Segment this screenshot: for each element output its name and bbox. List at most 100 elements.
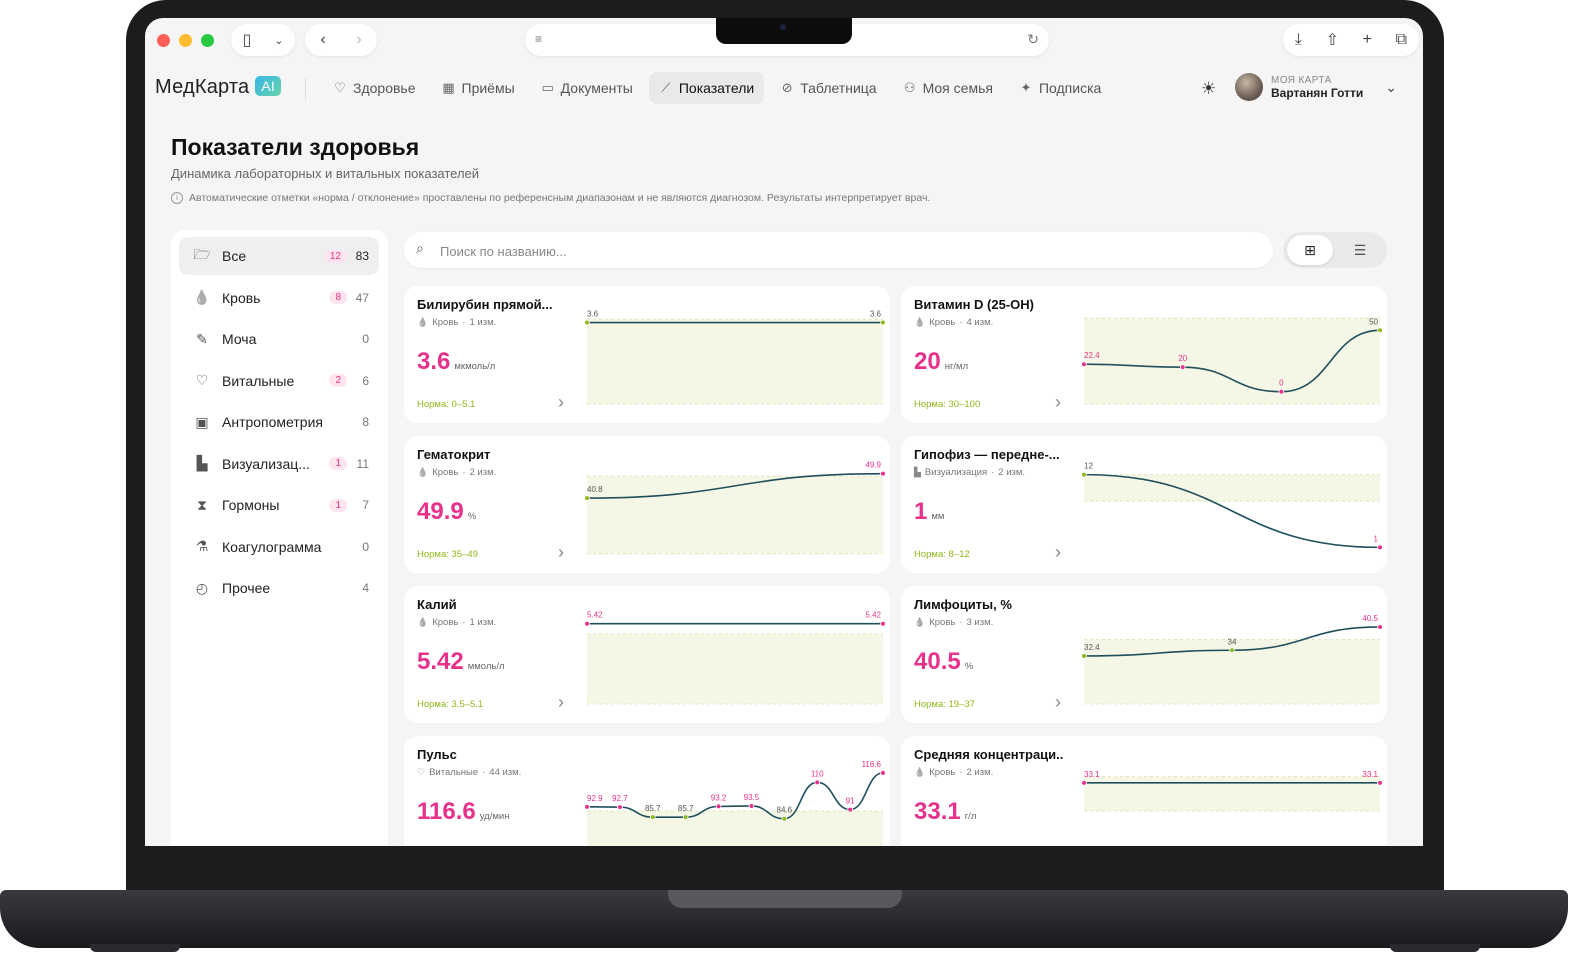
data-point[interactable] <box>584 495 590 501</box>
sidebar-item[interactable]: ♡ Витальные 2 6 <box>179 362 379 400</box>
chevron-down-icon: ⌄ <box>1385 78 1397 95</box>
category-sidebar: 🗁 Все 12 83 💧 Кровь 8 47 ✎ Моча 0 ♡ Витальные 2 6 ▣ Антр… <box>171 230 388 846</box>
data-point[interactable] <box>1081 471 1087 478</box>
forward-icon[interactable]: › <box>356 31 362 48</box>
sidebar-item[interactable]: 💧 Кровь 8 47 <box>179 279 379 317</box>
data-point[interactable] <box>584 804 590 810</box>
reload-icon[interactable]: ↻ <box>1027 31 1039 47</box>
nav-item-2[interactable]: ▭ Документы <box>531 72 643 104</box>
data-point[interactable] <box>748 803 755 809</box>
data-point[interactable] <box>617 804 623 810</box>
metric-card[interactable]: Лимфоциты, % 💧 Кровь · 3 изм. 40.5% Норма: 19–… <box>901 586 1387 723</box>
metric-card[interactable]: Билирубин прямой... 💧 Кровь · 1 изм. 3.6 мкмол… <box>404 286 890 423</box>
chevron-right-icon[interactable]: › <box>558 542 564 562</box>
brand-logo[interactable]: МедКарта AI <box>155 76 281 99</box>
data-point[interactable] <box>584 319 590 326</box>
data-point[interactable] <box>715 803 722 810</box>
series-line <box>1083 329 1381 393</box>
data-point[interactable] <box>847 806 853 813</box>
back-icon[interactable]: ‹ <box>320 31 326 48</box>
nav-item-label: Здоровье <box>353 80 416 96</box>
data-point[interactable] <box>1229 647 1235 654</box>
data-point[interactable] <box>781 815 788 822</box>
data-point[interactable] <box>1377 624 1383 630</box>
data-point[interactable] <box>1377 544 1383 551</box>
sun-icon[interactable]: ☀ <box>1201 79 1217 98</box>
chevron-right-icon[interactable]: › <box>558 692 564 712</box>
data-point[interactable] <box>1377 327 1383 334</box>
laptop-base-notch <box>668 890 902 908</box>
data-point[interactable] <box>1081 780 1087 786</box>
sidebar-icon: ▯ <box>242 32 252 49</box>
sidebar-item[interactable]: ▙ Визуализац... 1 11 <box>179 445 379 483</box>
search-input[interactable] <box>438 239 1242 263</box>
meta-separator: · <box>482 767 486 778</box>
share-icon[interactable]: ⇧ <box>1325 32 1339 49</box>
nav-item-label: Подписка <box>1038 80 1102 96</box>
metric-value: 5.42 <box>417 648 464 675</box>
nav-item-label: Таблетница <box>800 80 877 96</box>
nav-item-1[interactable]: ▦ Приёмы <box>432 72 525 104</box>
metric-norm: Норма: 30–100 <box>914 399 981 410</box>
data-point[interactable] <box>880 620 886 627</box>
nav-item-3[interactable]: ⟋ Показатели <box>648 72 765 104</box>
sidebar-item[interactable]: ▣ Антропометрия 8 <box>179 403 379 441</box>
data-point[interactable] <box>682 814 689 820</box>
metric-value-row: 20 нг/мл <box>914 348 968 376</box>
download-icon[interactable]: ⤓ <box>1294 31 1302 48</box>
data-point[interactable] <box>814 779 821 786</box>
nav-item-0[interactable]: ♡ Здоровье <box>323 72 426 104</box>
metric-sparkline: 3.6 3.6 <box>584 310 886 405</box>
sidebar-item[interactable]: ⚗ Коагулограмма 0 <box>179 528 379 566</box>
new-tab-icon[interactable]: + <box>1362 31 1372 48</box>
page-menu-icon[interactable]: ≡ <box>535 32 543 46</box>
metric-card[interactable]: Витамин D (25-OH) 💧 Кровь · 4 изм. 20 нг/мл Нор… <box>901 286 1387 423</box>
metric-card[interactable]: Гипофиз — передне-... ▙ Визуализация · 2 изм… <box>901 436 1387 573</box>
list-view-button[interactable]: ☰ <box>1337 235 1383 265</box>
sidebar-item[interactable]: ◴ Прочее 4 <box>179 569 379 607</box>
data-point[interactable] <box>584 620 590 627</box>
meta-separator: · <box>462 617 466 628</box>
chevron-right-icon[interactable]: › <box>558 842 564 846</box>
grid-view-button[interactable]: ⊞ <box>1287 235 1333 265</box>
sidebar-item-label: Гормоны <box>222 497 280 513</box>
nav-item-4[interactable]: ⊘ Таблетница <box>770 72 886 104</box>
close-window-button[interactable] <box>157 34 170 47</box>
chevron-right-icon[interactable]: › <box>1055 692 1061 712</box>
zoom-window-button[interactable] <box>201 34 214 47</box>
metric-card[interactable]: Пульс♡Витальные·44 изм.116.6уд/мин›92.99… <box>404 736 890 846</box>
chevron-right-icon[interactable]: › <box>1055 542 1061 562</box>
data-point[interactable] <box>880 470 886 477</box>
chevron-right-icon[interactable]: › <box>1055 842 1061 846</box>
metric-measurements: 2 изм. <box>469 467 497 478</box>
sidebar-item[interactable]: ⧗ Гормоны 1 7 <box>179 486 379 524</box>
chevron-right-icon[interactable]: › <box>1055 392 1061 412</box>
metric-card[interactable]: Гематокрит 💧 Кровь · 2 изм. 49.9% Норма: 35–49… <box>404 436 890 573</box>
search-bar[interactable]: ⌕ <box>404 232 1273 268</box>
data-point[interactable] <box>649 814 656 820</box>
nav-item-5[interactable]: ⚇ Моя семья <box>893 72 1003 104</box>
sidebar-item[interactable]: ✎ Моча 0 <box>179 320 379 358</box>
nav-item-6[interactable]: ✦ Подписка <box>1009 72 1111 104</box>
sidebar-toggle-button[interactable]: ▯ ⌄ <box>231 24 295 56</box>
chevron-right-icon[interactable]: › <box>558 392 564 412</box>
data-point[interactable] <box>880 319 886 326</box>
minimize-window-button[interactable] <box>179 34 192 47</box>
metric-category: Кровь <box>432 317 459 328</box>
data-point[interactable] <box>1377 780 1383 786</box>
gauge-icon: ◴ <box>195 579 209 596</box>
metric-card[interactable]: Калий 💧 Кровь · 1 изм. 5.42 ммоль/л Норма: 3.5–… <box>404 586 890 723</box>
data-point[interactable] <box>1179 364 1186 370</box>
data-point[interactable] <box>1081 361 1087 367</box>
series-line <box>586 772 884 820</box>
data-point[interactable] <box>1278 388 1285 395</box>
data-point[interactable] <box>1081 653 1087 659</box>
sidebar-item[interactable]: 🗁 Все 12 83 <box>179 237 379 275</box>
view-toggle: ⊞ ☰ <box>1283 232 1387 268</box>
metric-card[interactable]: Средняя концентраци... 💧 Кровь · 2 изм. 33.1 г… <box>901 736 1387 846</box>
user-menu[interactable]: МОЯ КАРТА Вартанян Готти ⌄ <box>1235 73 1397 101</box>
data-point[interactable] <box>880 770 886 776</box>
tabs-overview-icon[interactable]: ⧉ <box>1395 31 1408 48</box>
disclaimer-text: Автоматические отметки «норма / отклонен… <box>189 192 931 204</box>
data-label: 93.2 <box>711 793 727 802</box>
